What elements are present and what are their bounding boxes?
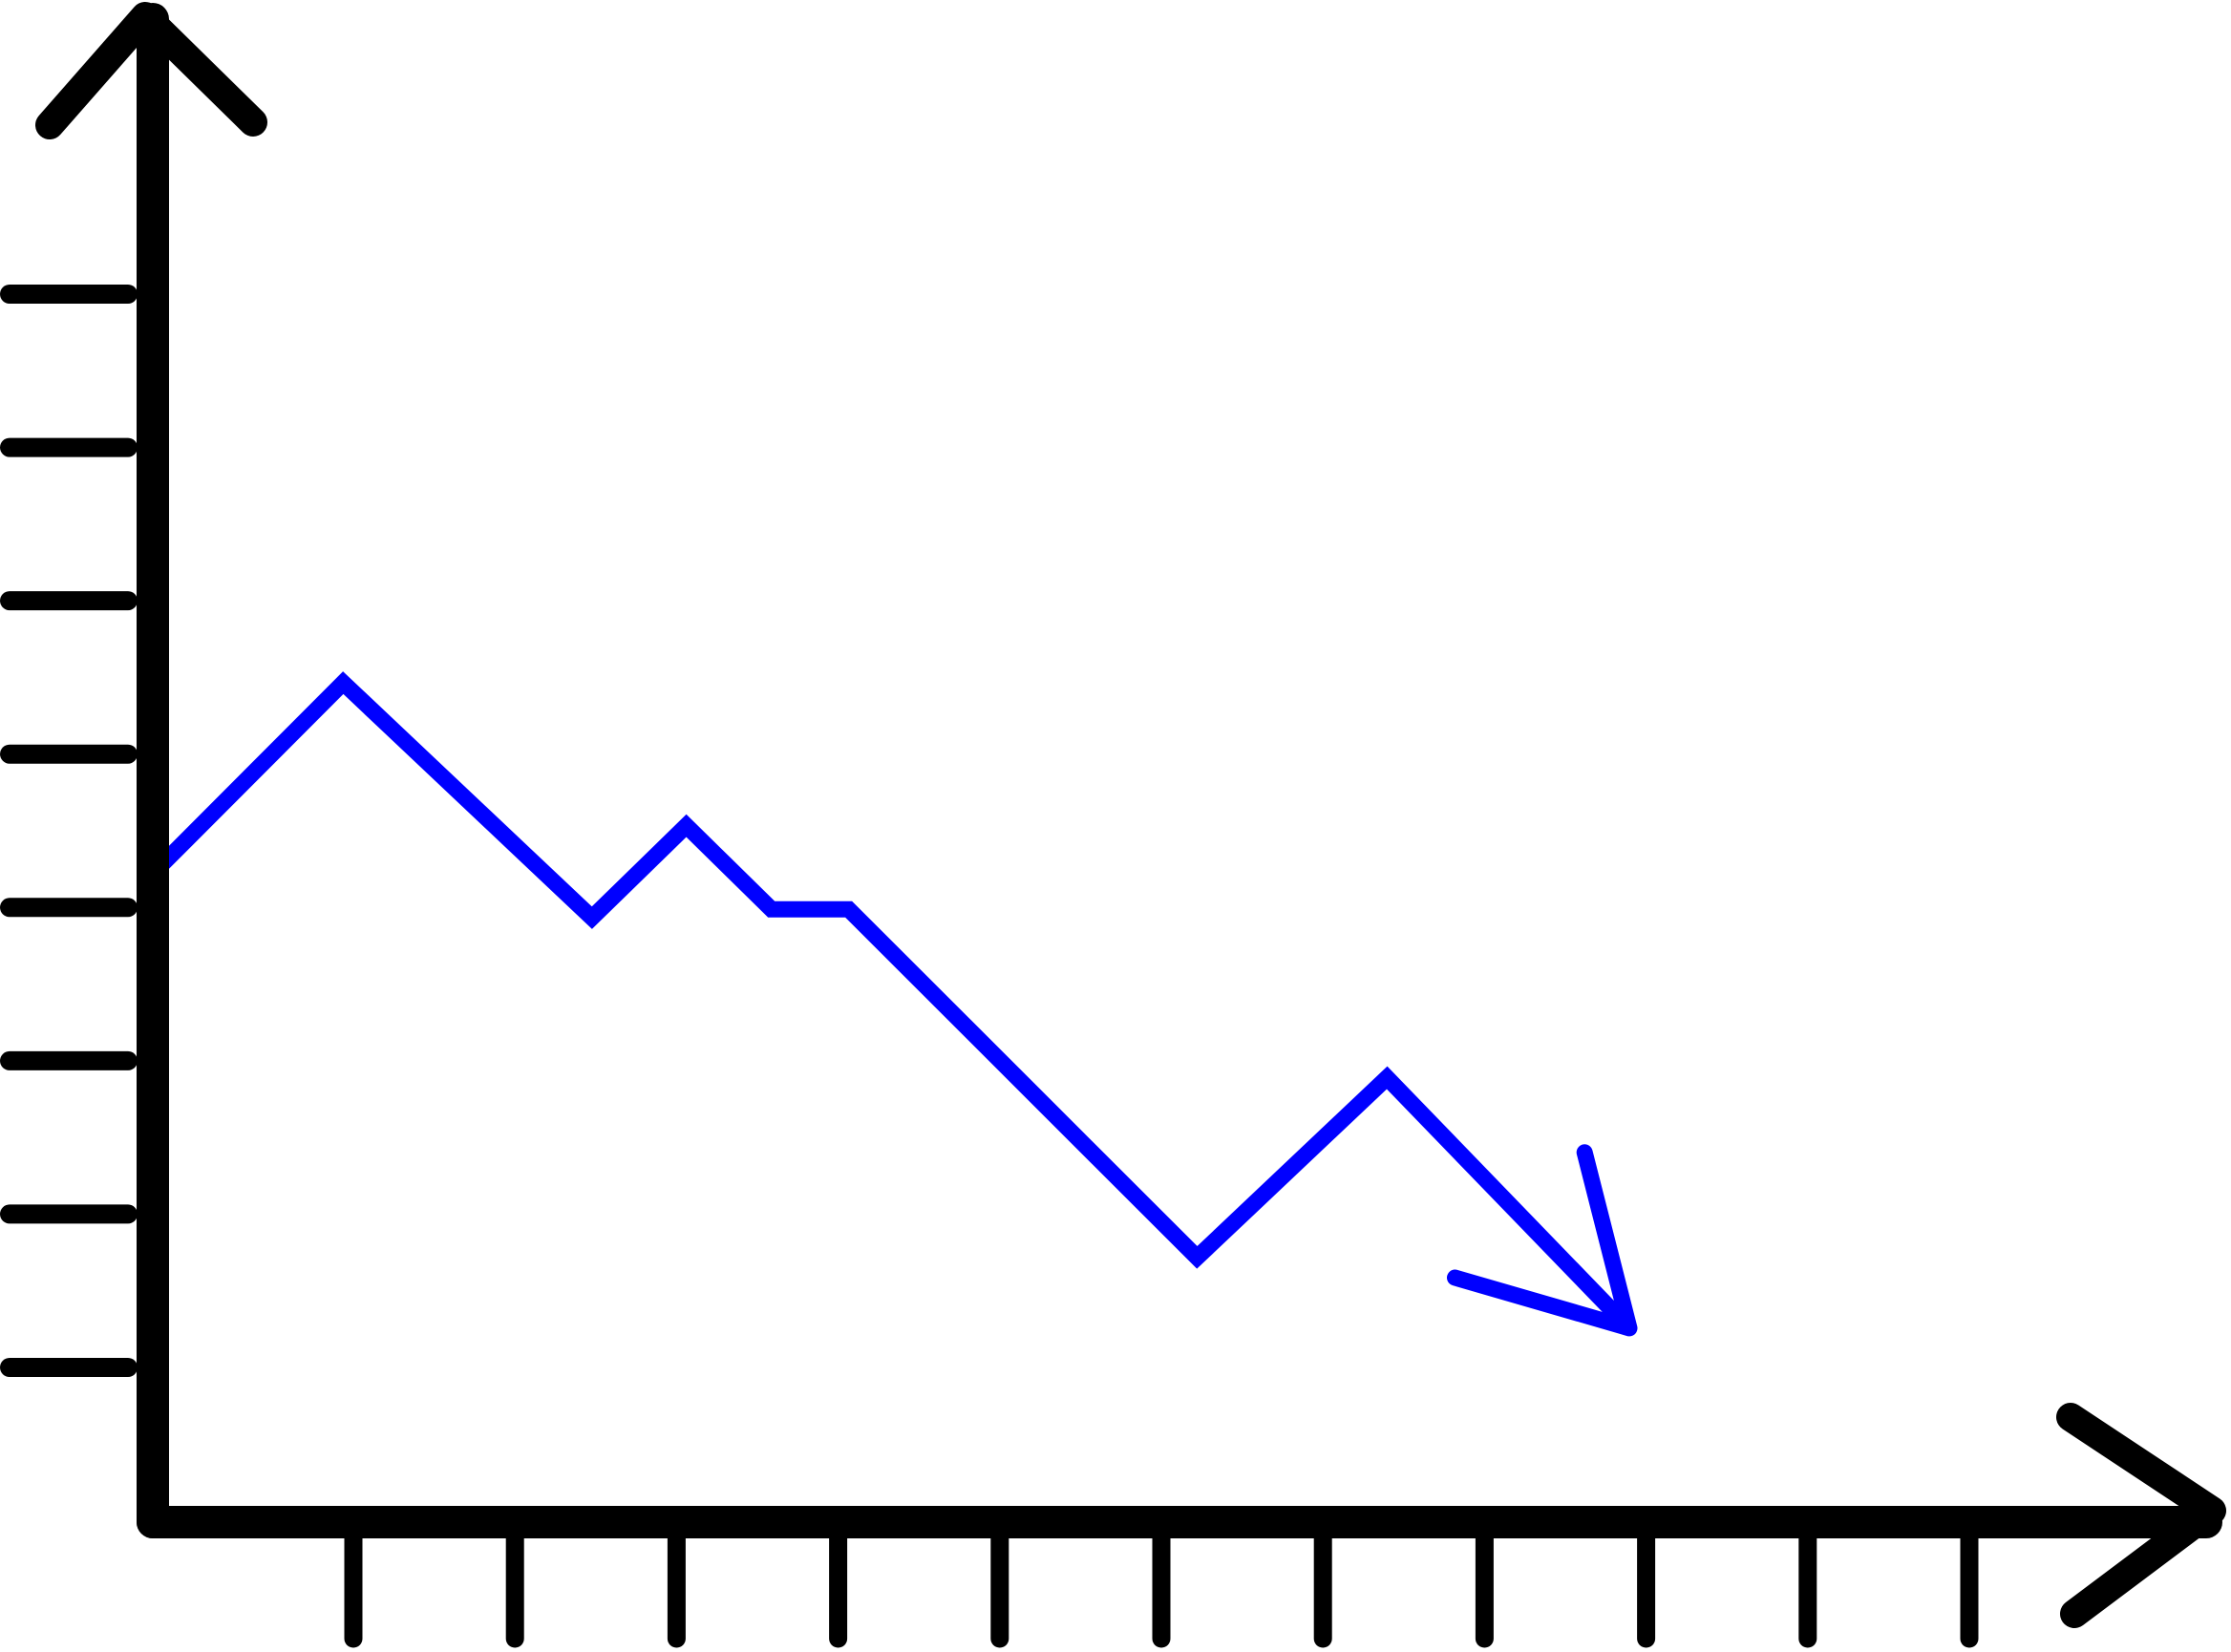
- series-layer: [156, 671, 1638, 1337]
- x-axis-ticks: [344, 1513, 1979, 1648]
- y-axis-arrowhead: [35, 2, 267, 139]
- series-line-1: [156, 671, 1636, 1334]
- y-axis-ticks: [0, 285, 138, 1377]
- x-axis-arrowhead: [2056, 1403, 2226, 1628]
- series-end-arrowhead: [1447, 1144, 1638, 1337]
- axes-layer: [35, 2, 2226, 1628]
